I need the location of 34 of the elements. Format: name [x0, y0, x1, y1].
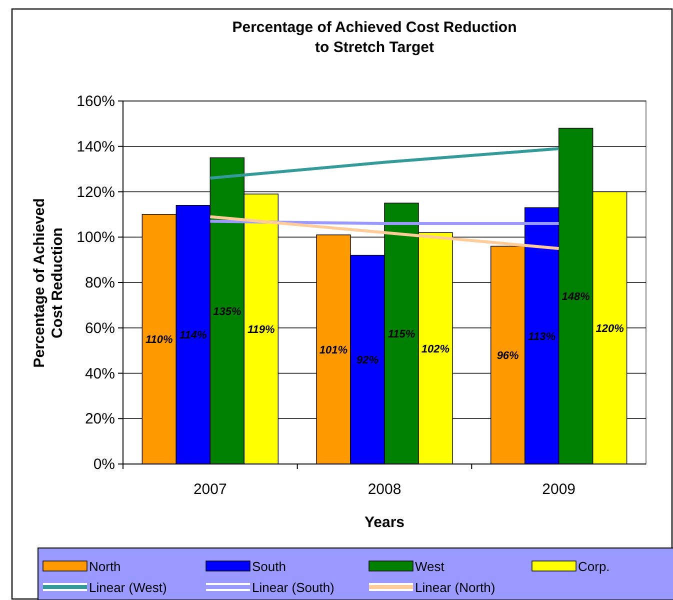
y-tick-label: 140%: [76, 138, 115, 156]
legend-label: South: [252, 559, 286, 574]
data-label: 120%: [596, 322, 624, 335]
data-label: 135%: [213, 306, 242, 318]
y-tick-label: 60%: [84, 320, 115, 337]
y-tick-label: 80%: [84, 274, 115, 292]
x-tick-label: 2007: [193, 481, 227, 498]
x-tick-label: 2008: [368, 481, 402, 498]
data-label: 119%: [247, 324, 276, 336]
x-tick-label: 2009: [542, 481, 576, 498]
y-tick-label: 160%: [76, 93, 115, 110]
data-label: 101%: [319, 344, 348, 356]
legend-label: Corp.: [578, 559, 610, 574]
legend-label: Linear (South): [252, 580, 334, 595]
data-label: 115%: [388, 328, 416, 341]
legend-label: West: [415, 559, 445, 574]
y-tick-label: 40%: [84, 365, 115, 382]
data-label: 114%: [180, 330, 208, 342]
y-tick-label: 0%: [93, 456, 115, 473]
data-label: 102%: [421, 343, 450, 356]
legend-label: North: [89, 559, 121, 574]
x-axis-title: Years: [364, 514, 405, 531]
data-label: 148%: [562, 291, 590, 304]
data-label: 110%: [146, 334, 174, 346]
legend-label: Linear (North): [415, 580, 496, 595]
chart-title: Percentage of Achieved Cost Reduction to Stretch Target: [232, 19, 517, 56]
y-tick-label: 100%: [76, 229, 115, 246]
data-label: 113%: [528, 330, 556, 343]
legend-label: Linear (West): [89, 580, 167, 595]
data-label: 92%: [356, 354, 379, 367]
data-label: 96%: [496, 350, 520, 362]
y-tick-label: 120%: [76, 184, 115, 201]
y-axis-title: Percentage of Achieved Cost Reduction: [31, 198, 66, 368]
y-tick-label: 20%: [84, 410, 115, 428]
